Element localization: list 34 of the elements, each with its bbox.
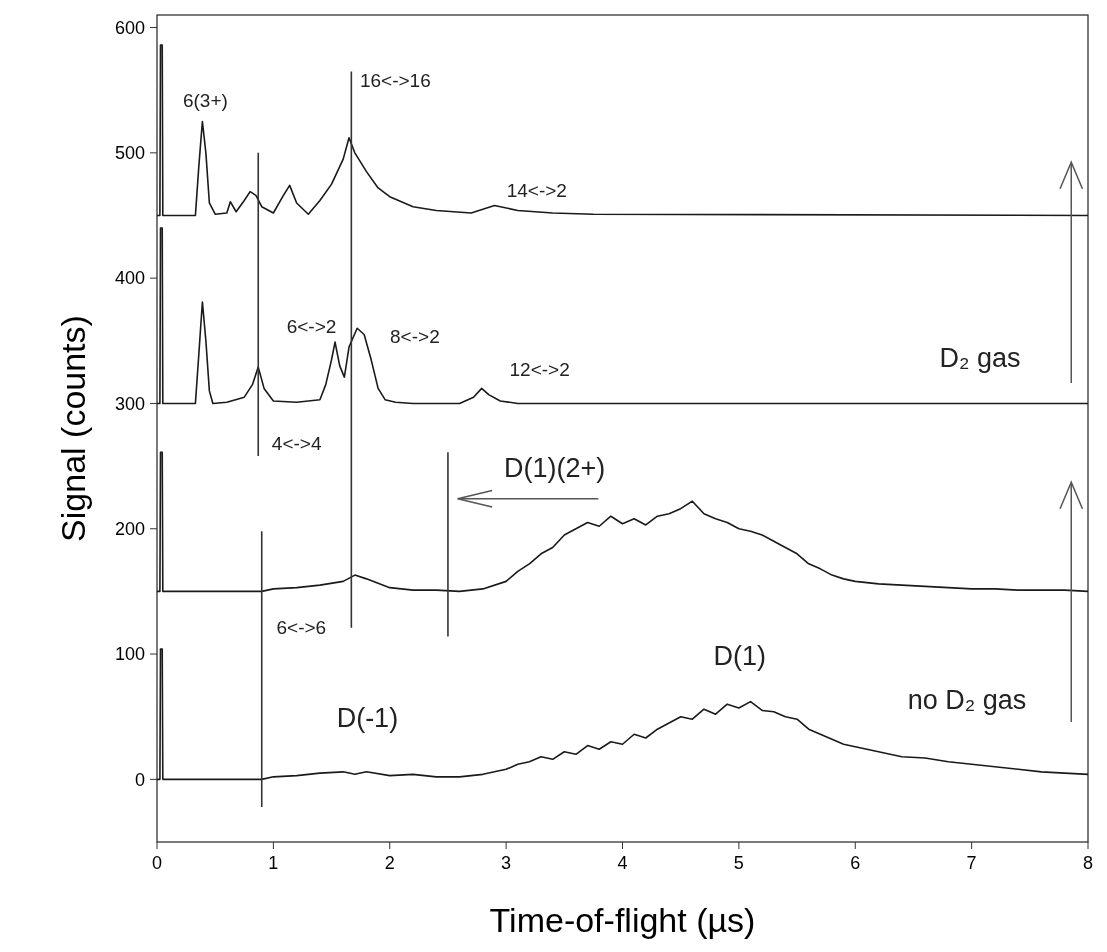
annotation: 6<->6 bbox=[276, 617, 327, 639]
y-tick-label: 400 bbox=[114, 268, 145, 289]
annotation: D₂ gas bbox=[939, 342, 1021, 373]
y-tick-label: 0 bbox=[134, 769, 145, 790]
annotation: D(-1) bbox=[336, 703, 399, 734]
line-series bbox=[156, 44, 1089, 217]
annotation: no D₂ gas bbox=[907, 685, 1027, 716]
x-tick-label: 8 bbox=[1082, 853, 1094, 873]
annotation: D(1)(2+) bbox=[503, 452, 606, 483]
annotation: 16<->16 bbox=[359, 69, 431, 91]
x-tick-label: 6 bbox=[850, 853, 861, 873]
y-tick-label: 100 bbox=[114, 644, 145, 665]
x-tick-label: 4 bbox=[617, 853, 628, 873]
y-tick-label: 500 bbox=[114, 143, 145, 164]
x-axis-title: Time-of-flight (µs) bbox=[489, 901, 756, 939]
x-tick-label: 3 bbox=[501, 853, 512, 873]
y-tick-label: 300 bbox=[114, 393, 145, 414]
y-axis-title: Signal (counts) bbox=[54, 315, 92, 542]
x-tick-label: 2 bbox=[384, 853, 395, 873]
annotation: 12<->2 bbox=[509, 359, 570, 381]
y-tick-label: 600 bbox=[114, 17, 145, 38]
y-tick-label: 200 bbox=[114, 519, 145, 540]
annotation: 8<->2 bbox=[390, 326, 440, 348]
x-tick-label: 0 bbox=[151, 853, 163, 873]
line-series bbox=[156, 451, 1089, 593]
x-tick-label: 5 bbox=[733, 853, 744, 873]
annotation: D(1) bbox=[713, 640, 767, 671]
line-series bbox=[156, 227, 1089, 405]
x-tick-label: 1 bbox=[268, 853, 279, 873]
annotation: 14<->2 bbox=[506, 179, 567, 201]
annotation: 4<->4 bbox=[271, 433, 322, 455]
x-tick-label: 7 bbox=[966, 853, 977, 873]
annotation: 6<->2 bbox=[286, 315, 337, 337]
annotation: 6(3+) bbox=[182, 89, 228, 111]
